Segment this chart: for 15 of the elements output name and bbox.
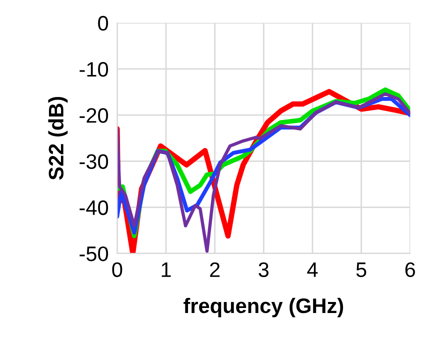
x-tick-label: 5 (356, 262, 366, 278)
x-tick-label: 4 (307, 262, 318, 277)
y-tick-label: 0 (98, 16, 108, 31)
y-tick-label: -30 (80, 154, 108, 169)
x-tick-label: 1 (162, 262, 171, 277)
y-tick-label: -40 (80, 200, 108, 216)
x-tick-label: 3 (258, 262, 269, 278)
y-tick-label: -10 (80, 62, 108, 77)
y-tick-label: -50 (80, 246, 108, 262)
x-tick-label: 0 (112, 262, 122, 278)
y-tick-label: -20 (80, 108, 108, 123)
x-tick-label: 2 (210, 262, 220, 277)
x-axis-title: frequency (GHz) (184, 298, 344, 318)
y-axis-title: S22 (dB) (48, 96, 68, 180)
x-tick-label: 6 (405, 262, 416, 278)
